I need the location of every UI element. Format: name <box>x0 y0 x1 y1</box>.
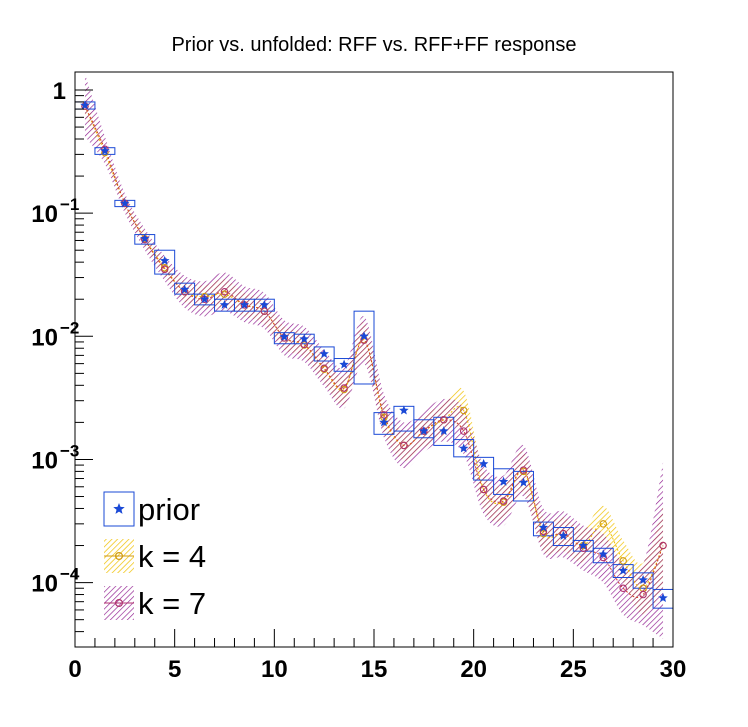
legend-item: k = 4 <box>104 539 206 574</box>
x-tick-label: 15 <box>361 656 388 683</box>
legend-item: k = 7 <box>104 586 206 621</box>
point-prior <box>478 458 489 468</box>
point-k7 <box>320 364 328 373</box>
point-k7 <box>659 541 667 550</box>
prior-box <box>453 439 475 458</box>
point-prior <box>239 299 250 309</box>
legend-marker <box>114 598 123 607</box>
point-k7 <box>340 384 348 392</box>
y-tick-label: 10 <box>31 571 58 598</box>
prior-box <box>592 547 614 564</box>
x-tick-label: 20 <box>460 656 487 683</box>
point-prior <box>658 592 668 603</box>
point-prior <box>319 348 329 358</box>
x-tick-label: 25 <box>560 656 587 683</box>
plot-layer <box>75 73 673 639</box>
point-prior <box>120 198 130 208</box>
point-k4 <box>539 529 548 538</box>
point-prior <box>458 443 469 453</box>
point-k7 <box>519 466 528 474</box>
point-prior <box>558 530 569 540</box>
point-k4 <box>220 290 229 298</box>
point-prior <box>359 331 369 341</box>
point-prior <box>279 331 290 341</box>
prior-box <box>253 298 275 312</box>
point-prior <box>199 294 210 304</box>
point-k7 <box>220 288 229 296</box>
y-tick-label: 1 <box>53 78 66 105</box>
point-prior <box>100 145 110 155</box>
point-prior <box>638 575 648 585</box>
prior-box <box>632 572 654 589</box>
point-k4 <box>619 557 627 565</box>
y-tick-label: 10 <box>31 201 58 228</box>
point-prior <box>498 476 509 486</box>
legend-swatch-prior <box>103 491 135 527</box>
point-prior <box>219 299 230 309</box>
point-k7 <box>160 265 169 274</box>
point-prior <box>399 405 409 415</box>
legend-marker-prior <box>113 503 125 514</box>
legend-item: prior <box>103 491 200 527</box>
y-tick-exponent: −1 <box>60 195 79 214</box>
y-tick-exponent: −3 <box>60 441 79 460</box>
point-prior <box>578 540 589 550</box>
point-prior <box>259 299 270 309</box>
point-k7 <box>639 590 647 599</box>
point-prior <box>598 549 608 559</box>
prior-box <box>174 282 196 295</box>
point-prior <box>439 426 449 436</box>
y-tick-exponent: −2 <box>60 318 79 337</box>
point-prior <box>518 477 529 487</box>
point-k7 <box>400 441 408 450</box>
prior-box <box>313 346 335 362</box>
point-k4 <box>459 406 468 415</box>
legend-label: k = 7 <box>138 586 206 621</box>
point-k7 <box>459 427 468 435</box>
legend: prior k = 4 k = 7 <box>103 491 206 621</box>
point-prior <box>80 100 90 110</box>
point-k7 <box>619 584 627 592</box>
x-tick-label: 30 <box>660 656 687 683</box>
x-tick-label: 5 <box>168 656 181 683</box>
point-prior <box>339 359 349 369</box>
point-prior <box>419 426 429 436</box>
y-tick-label: 10 <box>31 324 58 351</box>
prior-box <box>353 310 375 385</box>
prior-box <box>552 527 574 547</box>
y-tick-exponent: −4 <box>60 565 80 584</box>
point-k7 <box>479 485 488 494</box>
point-prior <box>538 522 549 532</box>
point-prior <box>140 233 150 243</box>
legend-label: prior <box>138 492 200 527</box>
chart-title: Prior vs. unfolded: RFF vs. RFF+FF respo… <box>171 34 576 56</box>
point-prior <box>618 565 628 575</box>
point-prior <box>299 334 309 344</box>
point-prior <box>179 284 190 294</box>
point-k7 <box>260 307 269 315</box>
point-k7 <box>499 497 508 505</box>
prior-box <box>433 416 455 446</box>
legend-label: k = 4 <box>138 539 206 574</box>
legend-marker <box>114 551 123 560</box>
point-prior <box>159 255 170 265</box>
prior-box <box>154 249 176 275</box>
prior-box <box>513 470 534 502</box>
point-k7 <box>440 416 448 424</box>
x-tick-label: 10 <box>261 656 288 683</box>
point-k4 <box>599 520 607 528</box>
x-tick-label: 0 <box>68 656 81 683</box>
y-tick-label: 10 <box>31 447 58 474</box>
point-prior <box>379 417 389 427</box>
